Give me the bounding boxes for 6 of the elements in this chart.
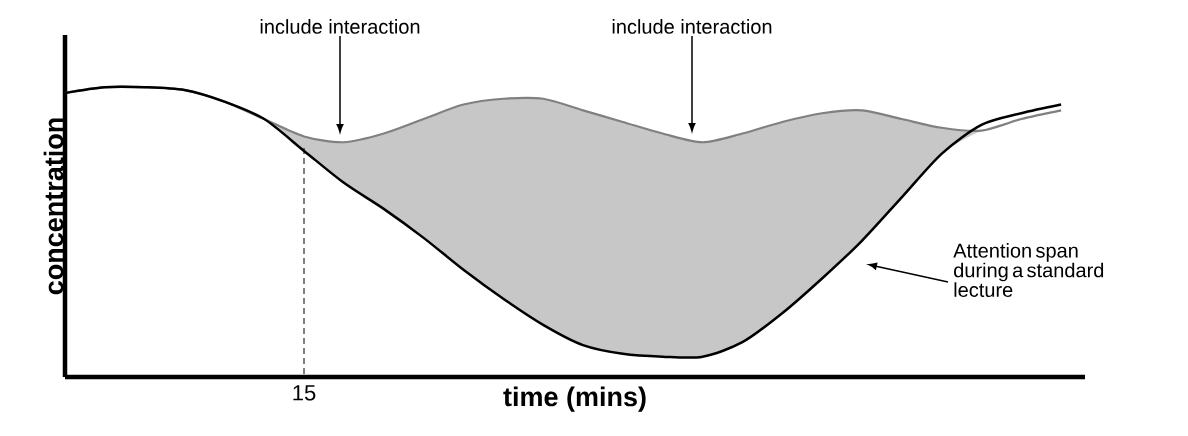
text: include interaction: [260, 19, 420, 34]
y-axis-title: concentration: [43, 118, 64, 295]
text: include interaction: [612, 19, 772, 34]
x-axis-title: time (mins): [503, 386, 646, 412]
annotation: Attention span during a standard lecture: [953, 243, 1104, 297]
text: 15: [293, 385, 316, 401]
